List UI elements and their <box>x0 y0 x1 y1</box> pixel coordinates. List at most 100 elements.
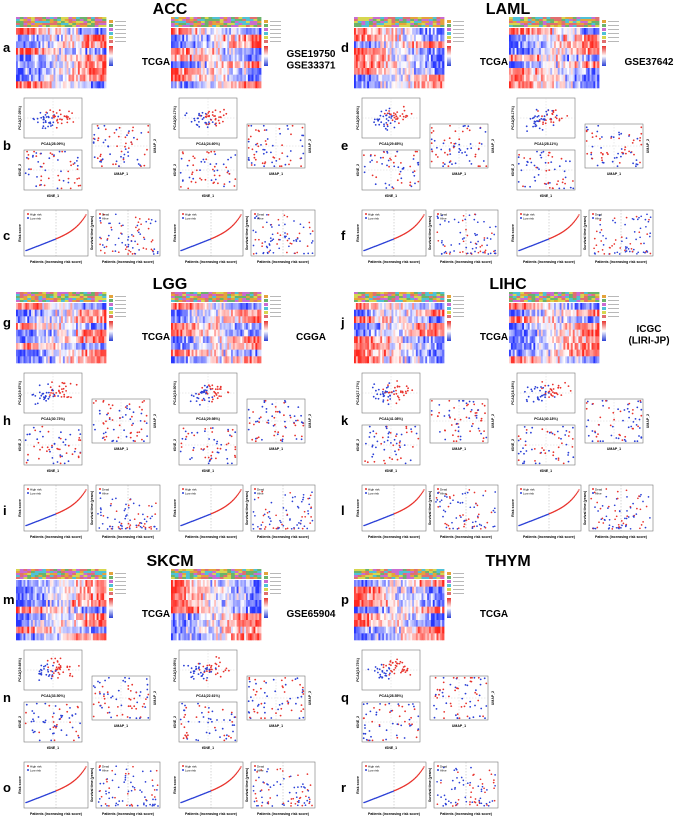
survival-point <box>627 248 630 250</box>
heatmap-cell <box>77 74 81 82</box>
heatmap-cell <box>242 34 245 42</box>
annotation-cell <box>399 25 404 27</box>
heatmap-cell <box>94 323 98 330</box>
heatmap-cell <box>242 28 245 35</box>
heatmap-cell <box>212 41 215 49</box>
heatmap-cell <box>257 303 260 310</box>
heatmap-cell <box>232 74 236 82</box>
scatter-point <box>388 184 391 186</box>
survival-point <box>140 223 142 226</box>
scatter-point <box>253 153 256 156</box>
heatmap-cell <box>399 81 402 89</box>
annotation-cell <box>102 298 107 300</box>
heatmap-cell <box>516 48 519 55</box>
scatter-point <box>131 129 134 132</box>
heatmap-cell <box>574 54 577 62</box>
scatter-point <box>618 133 621 136</box>
scatter-point <box>383 125 385 128</box>
scatter-point <box>398 122 400 125</box>
annotation-cell <box>102 296 107 298</box>
survival-point <box>153 248 156 250</box>
survival-point <box>625 237 628 239</box>
scatter-point <box>53 393 56 396</box>
scatter-point <box>76 168 79 171</box>
heatmap-cell <box>578 68 581 75</box>
heatmap-cell <box>567 74 570 82</box>
heatmap-cell <box>361 61 364 69</box>
scatter-point <box>636 163 639 166</box>
heatmap-cell <box>419 61 422 69</box>
survival-point <box>645 225 647 228</box>
scatter-point <box>555 114 558 117</box>
annotation-cell <box>238 25 243 27</box>
heatmap-cell <box>434 74 437 82</box>
heatmap-cell <box>417 61 421 69</box>
heatmap-cell <box>527 54 531 62</box>
scatter-point <box>120 155 122 158</box>
survival-point <box>477 240 479 243</box>
scatter-point <box>458 138 461 141</box>
survival-point <box>110 502 112 505</box>
heatmap-cell <box>44 316 47 324</box>
scatter-point <box>413 170 416 173</box>
heatmap-cell <box>172 61 176 69</box>
annotation-cell <box>19 294 24 296</box>
heatmap-cell <box>369 54 372 62</box>
annotation-cell <box>550 21 555 23</box>
heatmap-cell <box>51 323 54 330</box>
annotation-cell <box>365 19 370 21</box>
heatmap-cell <box>429 54 432 62</box>
heatmap-cell <box>92 309 96 317</box>
heatmap-cell <box>29 34 32 42</box>
scatter-point <box>129 436 132 439</box>
heatmap-cell <box>96 303 99 310</box>
annotation-cell <box>246 17 251 19</box>
annotation-cell <box>91 17 96 19</box>
heatmap-cell <box>91 68 94 75</box>
heatmap-cell <box>246 41 249 49</box>
heatmap-cell <box>21 316 24 324</box>
heatmap-cell <box>376 74 379 82</box>
annotation-cell <box>234 23 239 25</box>
scatter-point <box>101 437 104 439</box>
heatmap-cell <box>370 61 374 69</box>
scatter-point <box>38 391 41 394</box>
heatmap-cell <box>561 34 564 42</box>
annotation-cell <box>257 21 262 23</box>
heatmap-cell <box>104 329 107 337</box>
heatmap-cell <box>87 54 90 62</box>
heatmap-cell <box>23 28 26 35</box>
heatmap-cell <box>535 54 538 62</box>
heatmap-cell <box>570 61 574 69</box>
scatter-point <box>378 118 381 120</box>
heatmap-cell <box>79 74 83 82</box>
scatter-point <box>212 182 215 185</box>
axis-label: Patients (increasing risk score) <box>368 260 420 264</box>
heatmap-cell <box>17 61 21 69</box>
annotation-cell <box>436 17 441 19</box>
heatmap-cell <box>66 28 69 35</box>
heatmap-cell <box>96 61 99 69</box>
heatmap-cell <box>31 68 34 75</box>
survival-point <box>491 232 493 235</box>
scatter-point <box>526 130 528 133</box>
annotation-cell <box>550 23 555 25</box>
survival-point <box>136 243 139 246</box>
heatmap-cell <box>182 68 185 75</box>
heatmap-cell <box>535 61 538 69</box>
survival-point <box>278 247 281 250</box>
survival-point <box>277 218 280 221</box>
annotation-cell <box>68 294 73 296</box>
heatmap-cell <box>64 309 68 317</box>
heatmap-cell <box>21 48 24 55</box>
scatter-point <box>58 109 61 112</box>
heatmap-cell <box>406 41 409 49</box>
annotation-cell <box>91 298 96 300</box>
heatmap-cell <box>66 309 69 317</box>
heatmap-cell <box>100 336 103 344</box>
heatmap-cell <box>584 48 587 55</box>
annotation-cell <box>53 298 58 300</box>
scatter-point <box>102 399 105 402</box>
annotation-cell <box>174 21 179 23</box>
